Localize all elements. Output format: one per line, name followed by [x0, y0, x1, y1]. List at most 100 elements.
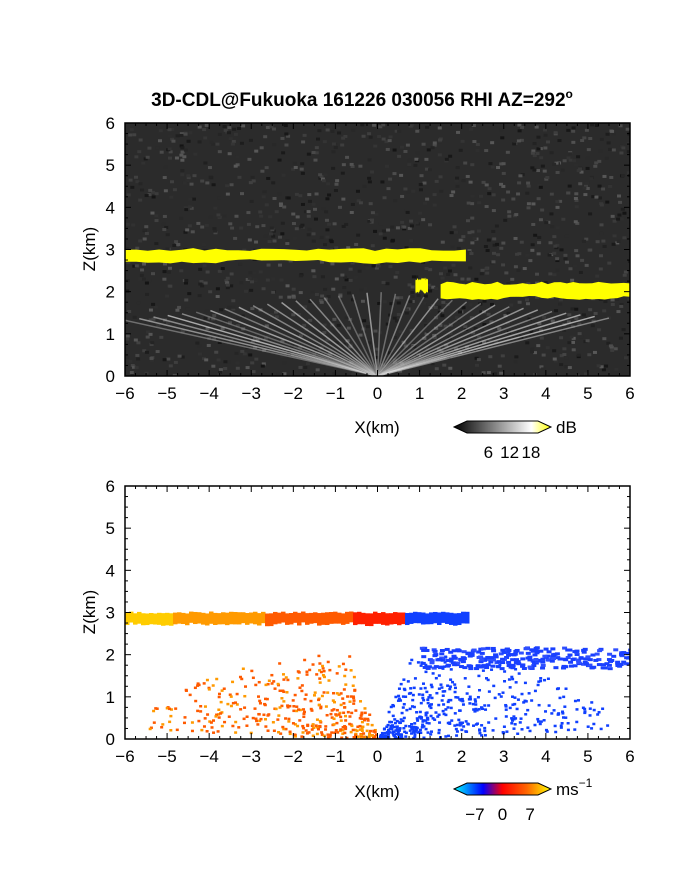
- noise-speck: [268, 215, 273, 219]
- velocity-cell: [405, 613, 410, 626]
- noise-speck: [552, 162, 557, 166]
- noise-speck: [489, 320, 494, 324]
- velocity-cell: [455, 648, 461, 652]
- velocity-cell: [540, 657, 546, 661]
- velocity-cell: [365, 613, 370, 627]
- noise-speck: [224, 279, 229, 283]
- noise-speck: [516, 268, 521, 272]
- velocity-cell: [292, 733, 296, 736]
- beam-ray: [167, 314, 378, 376]
- noise-speck: [549, 212, 554, 216]
- velocity-cell: [457, 613, 462, 626]
- noise-speck: [586, 148, 591, 152]
- noise-speck: [581, 239, 586, 243]
- velocity-cell: [210, 726, 214, 729]
- velocity-cell: [437, 731, 441, 735]
- noise-speck: [506, 190, 511, 194]
- noise-speck: [536, 252, 541, 256]
- velocity-cell: [565, 656, 571, 660]
- noise-speck: [264, 203, 269, 207]
- velocity-cell: [320, 731, 324, 734]
- noise-speck: [319, 300, 324, 304]
- noise-speck: [233, 236, 238, 240]
- noise-speck: [564, 365, 569, 369]
- noise-speck: [381, 280, 386, 284]
- noise-speck: [299, 167, 304, 171]
- velocity-cell: [352, 699, 356, 702]
- velocity-cell: [335, 721, 339, 725]
- noise-speck: [561, 217, 566, 221]
- noise-speck: [131, 223, 136, 227]
- noise-speck: [331, 287, 336, 291]
- velocity-cell: [422, 698, 426, 702]
- noise-speck: [185, 307, 190, 311]
- velocity-cell: [454, 663, 460, 667]
- velocity-cell: [606, 724, 610, 727]
- velocity-cell: [588, 707, 592, 710]
- velocity-cell: [479, 658, 485, 662]
- velocity-cell: [568, 664, 574, 668]
- velocity-cell: [231, 680, 235, 684]
- velocity-cell: [345, 736, 349, 739]
- noise-speck: [286, 134, 291, 138]
- velocity-cell: [337, 713, 341, 716]
- noise-speck: [269, 313, 274, 317]
- noise-speck: [564, 260, 569, 264]
- noise-speck: [491, 260, 496, 264]
- noise-speck: [571, 140, 576, 144]
- noise-speck: [456, 130, 461, 134]
- y-tick-label: 5: [106, 156, 115, 175]
- velocity-cell: [322, 734, 326, 738]
- noise-speck: [573, 220, 578, 224]
- velocity-cell: [422, 665, 428, 669]
- velocity-cell: [369, 613, 374, 627]
- noise-speck: [197, 294, 202, 298]
- velocity-cell: [129, 611, 134, 623]
- noise-speck: [428, 223, 433, 227]
- velocity-cell: [235, 692, 239, 696]
- noise-speck: [336, 323, 341, 327]
- noise-speck: [211, 183, 216, 187]
- noise-speck: [358, 333, 363, 337]
- noise-speck: [231, 139, 236, 143]
- noise-speck: [169, 195, 174, 199]
- velocity-cell: [322, 675, 326, 679]
- noise-speck: [278, 263, 283, 267]
- cloud-layer: [440, 281, 630, 300]
- noise-speck: [531, 222, 536, 226]
- noise-speck: [606, 341, 611, 345]
- velocity-cell: [438, 721, 442, 724]
- velocity-cell: [341, 662, 345, 666]
- noise-speck: [552, 251, 557, 255]
- velocity-cell: [277, 730, 281, 734]
- velocity-cell: [280, 704, 284, 708]
- velocity-cell: [421, 682, 425, 685]
- velocity-cell: [431, 717, 435, 720]
- velocity-cell: [386, 732, 390, 736]
- noise-speck: [610, 129, 615, 133]
- noise-speck: [555, 205, 560, 209]
- noise-speck: [480, 268, 485, 272]
- noise-speck: [409, 224, 414, 228]
- noise-speck: [240, 349, 245, 353]
- velocity-cell: [413, 611, 418, 624]
- velocity-cell: [183, 716, 187, 719]
- velocity-cell: [469, 652, 475, 656]
- velocity-cell: [628, 648, 630, 652]
- noise-speck: [367, 176, 372, 180]
- velocity-cell: [493, 655, 499, 659]
- velocity-cell: [364, 735, 368, 739]
- noise-speck: [484, 183, 489, 187]
- noise-speck: [555, 259, 560, 263]
- noise-speck: [251, 370, 256, 374]
- velocity-cell: [305, 673, 309, 676]
- noise-speck: [294, 192, 299, 196]
- velocity-cell: [536, 683, 540, 687]
- noise-speck: [159, 150, 164, 154]
- velocity-cell: [461, 699, 465, 703]
- noise-speck: [151, 195, 156, 199]
- velocity-cell: [411, 693, 415, 697]
- velocity-cell: [202, 725, 206, 728]
- velocity-cell: [211, 684, 215, 687]
- noise-speck: [135, 353, 140, 357]
